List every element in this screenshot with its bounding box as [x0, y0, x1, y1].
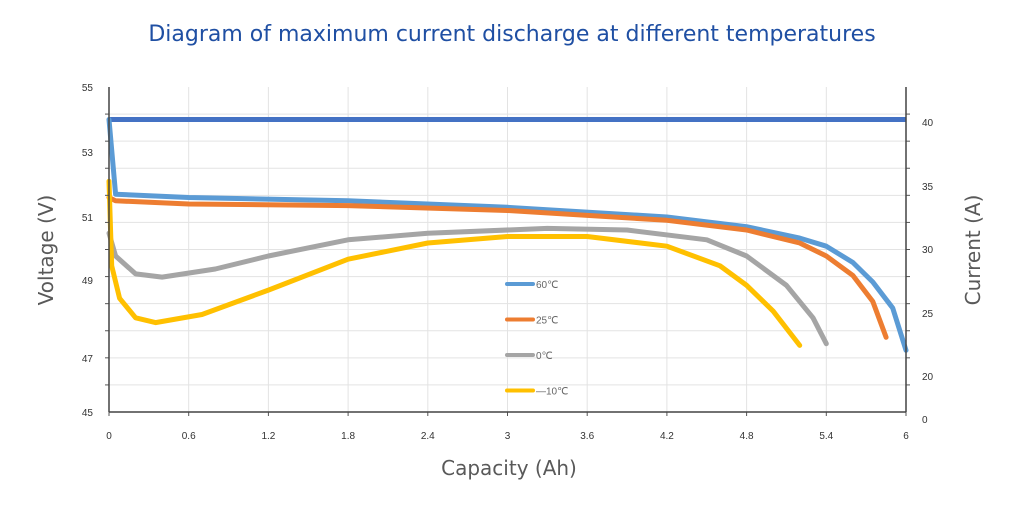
x-tick-label: 4.2 — [660, 431, 674, 442]
y2-axis-label: Current (A) — [961, 195, 985, 306]
x-tick-label: 4.8 — [740, 431, 754, 442]
legend-label: —10℃ — [536, 387, 568, 398]
legend-label: 60℃ — [536, 280, 558, 291]
x-tick-label: 1.2 — [261, 431, 275, 442]
x-tick-label: 0.6 — [182, 431, 196, 442]
y-tick-label: 53 — [82, 148, 94, 159]
y2-tick-label: 0 — [922, 415, 928, 426]
y-axis-label: Voltage (V) — [34, 195, 58, 306]
legend-label: 0℃ — [536, 351, 553, 362]
legend-label: 25℃ — [536, 316, 558, 327]
legend: 60℃ 25℃ 0℃ —10℃ — [505, 280, 568, 398]
x-tick-label: 5.4 — [819, 431, 833, 442]
series-group — [106, 117, 909, 353]
y2-tick-label: 35 — [922, 182, 934, 193]
y2-tick-label: 25 — [922, 309, 934, 320]
x-tick-label: 1.8 — [341, 431, 355, 442]
y-tick-label: 47 — [82, 354, 94, 365]
chart-title: Diagram of maximum current discharge at … — [148, 22, 876, 47]
y-tick-label: 49 — [82, 276, 94, 287]
x-tick-label: 6 — [903, 431, 909, 442]
y2-tick-label: 20 — [922, 372, 934, 383]
x-tick-label: 0 — [106, 431, 112, 442]
y-tick-label: 45 — [82, 408, 94, 419]
x-tick-label: 2.4 — [421, 431, 435, 442]
series-line-3 — [106, 178, 803, 348]
grid — [109, 87, 906, 412]
y2-tick-label: 30 — [922, 245, 934, 256]
y2-tick-label: 40 — [922, 118, 934, 129]
series-line-0 — [106, 117, 909, 353]
y-tick-label: 55 — [82, 83, 94, 94]
x-tick-label: 3.6 — [580, 431, 594, 442]
series-line-1 — [106, 195, 889, 340]
x-tick-label: 3 — [505, 431, 511, 442]
x-axis-label: Capacity (Ah) — [441, 456, 577, 480]
axes: 0 0.6 1.2 1.8 2.4 3 3.6 4.2 4.8 5.4 6 55 53 51 49 47 45 4… — [82, 83, 934, 442]
series-line-2 — [106, 225, 829, 347]
y-tick-label: 51 — [82, 213, 94, 224]
